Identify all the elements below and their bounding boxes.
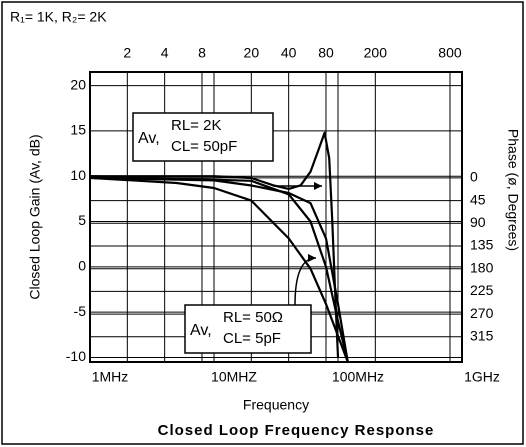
annotation-text: CL= 50pF: [171, 138, 237, 155]
series-line: [89, 176, 349, 363]
x-tick-label: 1GHz: [464, 369, 500, 385]
y-tick-label: 15: [70, 122, 86, 138]
annotation-text: Av,: [190, 322, 212, 339]
x2-tick-label: 80: [318, 45, 334, 61]
y-tick-label: 10: [70, 167, 86, 183]
x2-tick-label: 4: [161, 45, 169, 61]
x2-tick-label: 800: [438, 45, 462, 61]
x-tick-label: 1MHz: [92, 369, 129, 385]
x2-tick-label: 200: [364, 45, 388, 61]
x2-tick-label: 2: [123, 45, 131, 61]
y-tick-label: 20: [70, 76, 86, 92]
x2-tick-label: 40: [281, 45, 297, 61]
annotation-text: CL= 5pF: [223, 330, 281, 347]
arrow-head: [308, 254, 316, 262]
y-tick-label: 0: [78, 258, 86, 274]
x-axis-label: Frequency: [243, 397, 309, 413]
caption: Closed Loop Frequency Response: [158, 422, 435, 439]
series-line: [89, 176, 349, 363]
series-line: [90, 131, 340, 358]
y2-tick-label: 225: [470, 282, 494, 298]
y2-axis-label: Phase (ø, Degrees): [505, 129, 521, 251]
x2-tick-label: 8: [198, 45, 206, 61]
y2-tick-label: 45: [470, 191, 486, 207]
y2-tick-label: 90: [470, 214, 486, 230]
y2-tick-label: 315: [470, 327, 494, 343]
annotation-box: [184, 304, 312, 354]
y-axis-label: Closed Loop Gain (Av, dB): [27, 134, 43, 299]
y-tick-label: 5: [78, 212, 86, 228]
series-line: [89, 175, 349, 363]
arrow-head: [314, 182, 322, 190]
x-tick-label: 100MHz: [332, 369, 384, 385]
y2-tick-label: 0: [470, 169, 478, 185]
annotation-text: RL= 50Ω: [223, 309, 283, 326]
annotation-text: Av,: [138, 130, 160, 147]
annotation-arrow: [294, 257, 317, 306]
y-tick-label: -5: [74, 303, 87, 319]
chart-title: R₁= 1K, R₂= 2K: [10, 9, 107, 25]
y2-tick-label: 270: [470, 305, 494, 321]
y-tick-label: -10: [66, 348, 86, 364]
annotation-text: RL= 2K: [171, 117, 221, 134]
x2-tick-label: 20: [244, 45, 260, 61]
plot-border: [89, 71, 463, 363]
annotation-box: [132, 112, 274, 162]
y2-tick-label: 180: [470, 259, 494, 275]
y2-tick-label: 135: [470, 237, 494, 253]
x-tick-label: 10MHZ: [211, 369, 257, 385]
